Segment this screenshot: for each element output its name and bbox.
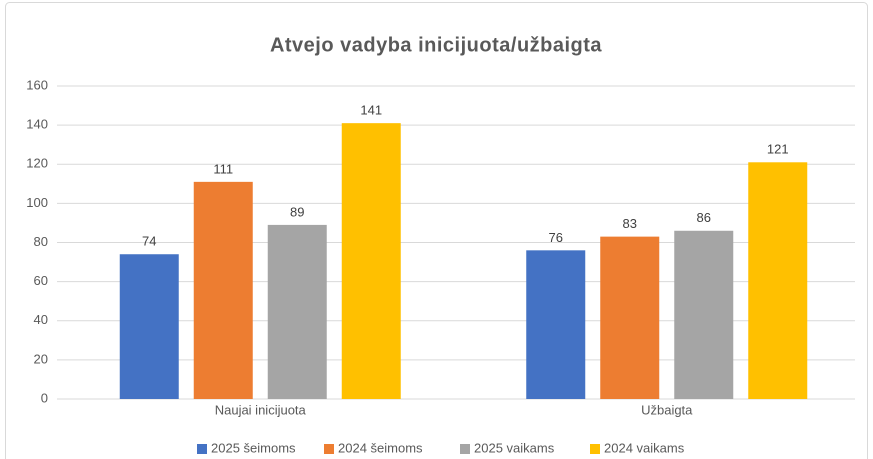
data-label: 111 bbox=[213, 161, 233, 176]
y-tick-label: 0 bbox=[41, 390, 48, 405]
chart-title: Atvejo vadyba inicijuota/užbaigta bbox=[270, 34, 602, 56]
data-label: 83 bbox=[623, 216, 637, 231]
legend-label: 2025 šeimoms bbox=[211, 440, 296, 455]
y-tick-label: 140 bbox=[26, 117, 48, 132]
y-tick-label: 60 bbox=[34, 273, 48, 288]
x-tick-label: Užbaigta bbox=[641, 402, 693, 417]
bar bbox=[600, 236, 660, 399]
y-tick-label: 120 bbox=[26, 156, 48, 171]
data-label: 74 bbox=[142, 234, 156, 249]
y-tick-label: 20 bbox=[34, 351, 48, 366]
bar bbox=[674, 230, 734, 399]
y-tick-label: 100 bbox=[26, 195, 48, 210]
legend-label: 2024 šeimoms bbox=[338, 440, 423, 455]
bar bbox=[267, 224, 327, 399]
bar bbox=[193, 181, 253, 399]
y-tick-label: 160 bbox=[26, 77, 48, 92]
y-tick-label: 40 bbox=[34, 312, 48, 327]
data-label: 86 bbox=[697, 210, 711, 225]
bar bbox=[341, 123, 401, 399]
x-tick-label: Naujai inicijuota bbox=[215, 402, 307, 417]
data-label: 76 bbox=[549, 230, 563, 245]
data-label: 121 bbox=[767, 142, 789, 157]
legend-swatch bbox=[590, 444, 600, 454]
data-label: 141 bbox=[360, 103, 382, 118]
legend-swatch bbox=[324, 444, 334, 454]
legend-label: 2024 vaikams bbox=[604, 440, 685, 455]
y-tick-label: 80 bbox=[34, 234, 48, 249]
legend-swatch bbox=[197, 444, 207, 454]
bar bbox=[748, 162, 808, 399]
bar bbox=[526, 250, 586, 399]
legend-label: 2025 vaikams bbox=[474, 440, 555, 455]
legend-swatch bbox=[460, 444, 470, 454]
data-label: 89 bbox=[290, 204, 304, 219]
bar bbox=[119, 254, 179, 399]
